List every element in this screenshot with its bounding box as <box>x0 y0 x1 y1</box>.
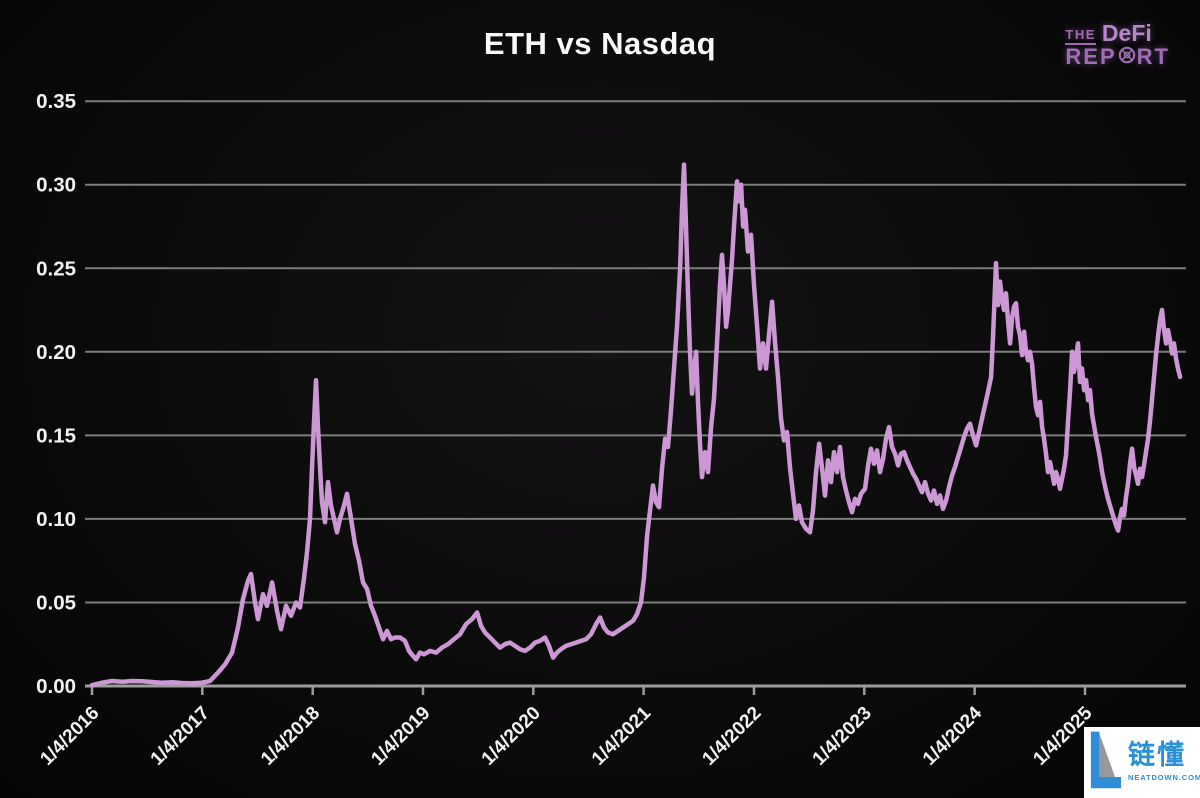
logo-report-left: REP <box>1065 44 1117 69</box>
logo-defi-label: DeFi <box>1101 20 1152 46</box>
defi-report-logo: THE DeFi REP RT <box>1065 22 1170 68</box>
y-tick-label: 0.15 <box>36 424 76 447</box>
neatdown-watermark: 链懂 NEATDOWN.COM <box>1084 727 1200 798</box>
watermark-text-block: 链懂 NEATDOWN.COM <box>1128 740 1200 782</box>
y-tick-label: 0.10 <box>36 508 76 531</box>
watermark-cn-label: 链懂 <box>1128 740 1186 771</box>
y-tick-label: 0.30 <box>36 174 76 197</box>
x-tick-label: 1/4/2021 <box>588 702 655 769</box>
y-tick-label: 0.35 <box>36 90 76 113</box>
logo-line-1: THE DeFi <box>1065 22 1170 45</box>
eth-vs-nasdaq-series-line <box>89 162 1183 688</box>
y-tick-label: 0.20 <box>36 341 76 364</box>
x-tick-label: 1/4/2017 <box>147 703 214 770</box>
y-tick-label: 0.05 <box>36 592 76 615</box>
x-tick-label: 1/4/2018 <box>257 703 324 770</box>
logo-line-2: REP RT <box>1065 46 1170 68</box>
page-title: ETH vs Nasdaq <box>483 26 717 61</box>
x-tick-label: 1/4/2022 <box>698 703 765 770</box>
x-tick-label: 1/4/2023 <box>809 703 876 770</box>
x-tick-label: 1/4/2024 <box>919 702 986 769</box>
neatdown-logo-icon <box>1089 729 1123 794</box>
watermark-domain-label: NEATDOWN.COM <box>1128 772 1200 782</box>
x-tick-label: 1/4/2020 <box>478 703 545 770</box>
wheel-o-icon <box>1118 46 1136 68</box>
x-tick-label: 1/4/2019 <box>367 703 434 770</box>
logo-report-right: RT <box>1136 44 1170 69</box>
x-tick-label: 1/4/2016 <box>36 703 103 770</box>
logo-the-label: THE <box>1065 27 1096 45</box>
y-tick-label: 0.25 <box>36 257 76 280</box>
y-tick-label: 0.00 <box>36 675 76 698</box>
